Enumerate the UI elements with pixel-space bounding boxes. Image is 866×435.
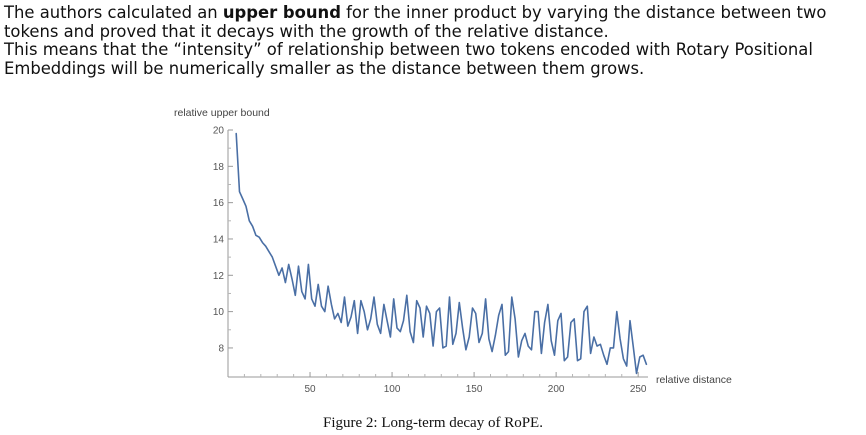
intro-line1-before: The authors calculated an <box>4 3 223 22</box>
y-tick-label: 8 <box>218 343 224 354</box>
x-tick-label: 150 <box>466 384 483 395</box>
intro-text: The authors calculated an upper bound fo… <box>4 3 864 78</box>
x-tick-label: 200 <box>548 384 565 395</box>
y-ticks: 8 10 12 14 16 18 20 <box>213 126 233 354</box>
x-tick-label: 250 <box>630 384 647 395</box>
x-ticks: 50 100 150 200 250 <box>243 372 647 395</box>
x-tick-label: 100 <box>384 384 401 395</box>
intro-bold-term: upper bound <box>222 3 341 22</box>
y-tick-label: 12 <box>213 271 225 282</box>
decay-chart: relative upper bound relative distance 8… <box>174 107 732 395</box>
y-tick-label: 20 <box>213 126 225 137</box>
series-line <box>235 132 648 375</box>
intro-paragraph-2: This means that the “intensity” of relat… <box>4 40 813 78</box>
figure-caption: Figure 2: Long-term decay of RoPE. <box>323 415 543 431</box>
y-tick-label: 18 <box>213 162 225 173</box>
x-axis-title: relative distance <box>656 374 732 386</box>
x-tick-label: 50 <box>304 384 316 395</box>
intro-line1-after: for the inner product by varying the dis… <box>4 3 827 41</box>
y-axis-title: relative upper bound <box>174 107 270 119</box>
intro-paragraph-1: The authors calculated an upper bound fo… <box>4 3 864 41</box>
y-tick-label: 14 <box>213 234 225 245</box>
y-tick-label: 16 <box>213 198 225 209</box>
y-tick-label: 10 <box>213 307 225 318</box>
